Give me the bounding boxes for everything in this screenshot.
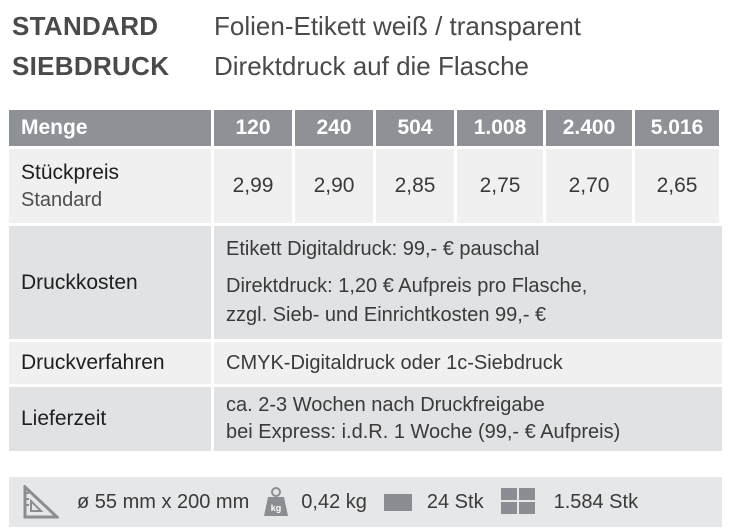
lieferzeit-label-cell: Lieferzeit [9,387,211,451]
price-cell: 2,75 [457,149,543,223]
header-value-standard: Folien-Etikett weiß / transparent [214,10,582,41]
lieferzeit-value-cell: ca. 2-3 Wochen nach Druckfreigabe bei Ex… [214,387,722,451]
pallet-icon [500,487,536,517]
price-cell: 2,99 [214,149,292,223]
weight-icon-label: kg [271,503,282,513]
header-cell-qty: 240 [295,110,373,146]
header-cell-qty: 2.400 [546,110,632,146]
box-count-text: 24 Stk [426,490,484,513]
header-value-siebdruck: Direktdruck auf die Flasche [214,50,530,81]
price-cell: 2,65 [635,149,719,223]
header-cell-menge: Menge [9,110,211,146]
price-table: Menge 120 240 504 1.008 2.400 5.016 Stüc… [9,110,722,454]
lieferzeit-line: ca. 2-3 Wochen nach Druckfreigabe [226,394,545,416]
weight-text: 0,42 kg [301,490,367,513]
header-cell-qty: 120 [214,110,292,146]
triangle-ruler-icon [23,485,59,519]
price-cell: 2,70 [546,149,632,223]
header-cell-qty: 504 [376,110,454,146]
dimensions-text: ø 55 mm x 200 mm [77,490,250,513]
header-cell-qty: 1.008 [457,110,543,146]
druckkosten-line: Etikett Digitaldruck: 99,- € pauschal [226,238,540,260]
price-cell: 2,90 [295,149,373,223]
lieferzeit-label: Lieferzeit [21,407,107,430]
druckkosten-line: zzgl. Sieb- und Einrichtkosten 99,- € [226,304,547,326]
lieferzeit-line: bei Express: i.d.R. 1 Woche (99,- € Aufp… [226,421,621,443]
druckverfahren-label: Druckverfahren [21,351,165,374]
box-icon [383,491,413,513]
druckkosten-label-cell: Druckkosten [9,226,211,339]
header-cell-qty: 5.016 [635,110,719,146]
product-header: STANDARD Folien-Etikett weiß / transpare… [12,6,722,86]
price-label: Stückpreis [21,160,120,184]
price-row: Stückpreis Standard 2,99 2,90 2,85 2,75 … [9,149,722,223]
header-row-standard: STANDARD Folien-Etikett weiß / transpare… [12,6,722,46]
table-header-row: Menge 120 240 504 1.008 2.400 5.016 [9,110,722,146]
price-sublabel: Standard [21,188,103,211]
lieferzeit-row: Lieferzeit ca. 2-3 Wochen nach Druckfrei… [9,387,722,451]
druckkosten-line: Direktdruck: 1,20 € Aufpreis pro Flasche… [226,275,588,297]
weight-icon: kg [263,487,289,517]
druckverfahren-text: CMYK-Digitaldruck oder 1c-Siebdruck [226,351,563,374]
product-specs-footer: ø 55 mm x 200 mm kg 0,42 kg 24 Stk 1.584… [9,477,722,527]
druckkosten-value-cell: Etikett Digitaldruck: 99,- € pauschal Di… [214,226,722,339]
price-row-label: Stückpreis Standard [9,149,211,223]
price-cell: 2,85 [376,149,454,223]
header-key-siebdruck: SIEBDRUCK [12,50,170,81]
druckverfahren-row: Druckverfahren CMYK-Digitaldruck oder 1c… [9,342,722,384]
druckverfahren-value: CMYK-Digitaldruck oder 1c-Siebdruck [214,342,722,384]
header-key-standard: STANDARD [12,10,159,41]
pallet-count-text: 1.584 Stk [553,490,639,513]
header-row-siebdruck: SIEBDRUCK Direktdruck auf die Flasche [12,46,722,86]
druckkosten-row: Druckkosten Etikett Digitaldruck: 99,- €… [9,226,722,339]
druckverfahren-label-cell: Druckverfahren [9,342,211,384]
druckkosten-label: Druckkosten [21,270,138,294]
